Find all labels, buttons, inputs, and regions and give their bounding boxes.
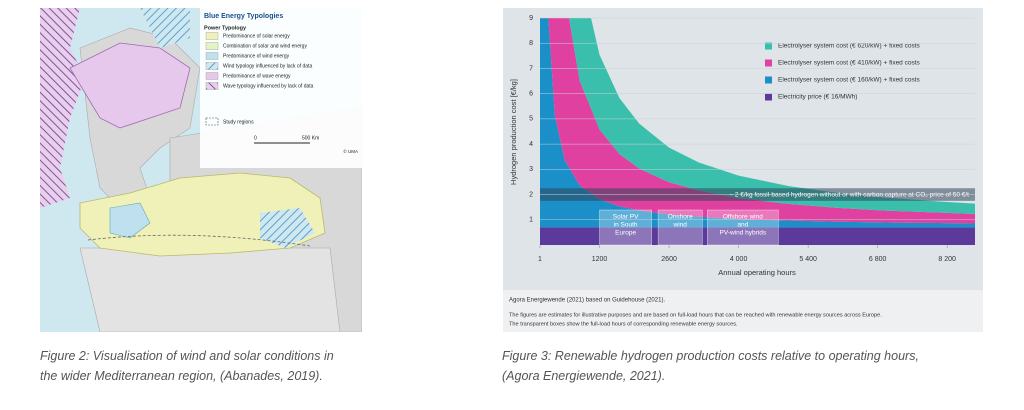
box-label: PV-wind hybrids xyxy=(720,230,767,237)
legend-swatch xyxy=(765,42,772,50)
y-tick-label: 4 xyxy=(529,141,533,148)
caption-line: Figure 3: Renewable hydrogen production … xyxy=(502,349,919,363)
areas xyxy=(540,18,975,245)
y-tick-label: 7 xyxy=(529,65,533,72)
legend-label: Combination of solar and wind energy xyxy=(223,43,307,49)
y-tick-label: 6 xyxy=(529,91,533,98)
legend-label: Electrolyser system cost (€ 620/kW) + fi… xyxy=(778,43,921,50)
y-tick-label: 2 xyxy=(529,191,533,198)
wind-hatch xyxy=(260,208,315,248)
study-label: Study regions xyxy=(223,119,254,125)
x-tick-label: 1 xyxy=(538,256,542,263)
x-tick-label: 4 000 xyxy=(730,256,748,263)
wind-zone xyxy=(109,202,151,239)
scale-end: 500 Km xyxy=(302,135,319,141)
legend-label: Predominance of wind energy xyxy=(223,53,290,59)
chart: ~ 2 €/kg fossil-based hydrogen without o… xyxy=(503,8,983,332)
legend-swatch xyxy=(205,42,219,50)
land xyxy=(79,247,341,332)
map-subtitle: Power Typology xyxy=(204,25,247,31)
resource-box xyxy=(599,209,652,246)
box-label: Onshore xyxy=(668,214,693,221)
y-tick-label: 9 xyxy=(529,15,533,22)
resource-box xyxy=(657,209,703,246)
x-tick-label: 5 400 xyxy=(799,256,817,263)
study-swatch xyxy=(205,117,219,126)
box-label: wind xyxy=(673,222,688,229)
caption-line: (Agora Energiewende, 2021). xyxy=(502,369,666,383)
legend-label: Wave typology influenced by lack of data xyxy=(223,83,314,89)
legend-swatch xyxy=(765,93,772,101)
legend-swatch xyxy=(765,76,772,84)
legend-swatch xyxy=(205,82,219,90)
scale-zero: 0 xyxy=(254,135,257,141)
study-region-line xyxy=(87,234,311,247)
caption: Figure 3: Renewable hydrogen production … xyxy=(502,346,919,386)
y-tick-label: 8 xyxy=(529,40,533,47)
caption-line: the wider Mediterranean region, (Abanade… xyxy=(40,369,323,383)
legend-label: Electricity price (€ 16/MWh) xyxy=(778,94,857,101)
legend-swatch xyxy=(205,52,219,60)
resource-box xyxy=(707,209,779,246)
legend-swatch xyxy=(765,59,772,67)
legend-panel xyxy=(200,8,362,168)
legend-label: Wind typology influenced by lack of data xyxy=(223,63,312,69)
legend-label: Predominance of wave energy xyxy=(223,73,291,79)
note: The transparent boxes show the full-load… xyxy=(509,321,738,327)
x-axis-label: Annual operating hours xyxy=(718,268,796,277)
y-tick-label: 1 xyxy=(529,217,533,224)
source-background xyxy=(503,290,983,332)
legend-swatch xyxy=(205,62,219,70)
map-figure: Blue Energy Typologies Power Typology Pr… xyxy=(40,8,362,332)
legend-swatch xyxy=(205,72,219,80)
legend-label: Predominance of solar energy xyxy=(223,33,290,39)
box-label: Europe xyxy=(615,230,636,237)
area xyxy=(540,18,975,228)
x-tick-label: 6 800 xyxy=(869,256,887,263)
source: Agora Energiewende (2021) based on Guide… xyxy=(509,298,665,304)
legend-label: Electrolyser system cost (€ 410/kW) + fi… xyxy=(778,60,921,67)
legend-swatch xyxy=(205,32,219,40)
y-tick-label: 3 xyxy=(529,166,533,173)
box-label: and xyxy=(737,222,748,229)
y-axis-label: Hydrogen production cost [€/kg] xyxy=(509,79,518,185)
wave-hatch xyxy=(40,8,85,208)
wave-zone xyxy=(69,42,191,129)
credit: © UMA xyxy=(343,148,358,154)
box-label: Solar PV xyxy=(613,214,639,221)
area xyxy=(540,227,975,245)
note: The figures are estimates for illustrati… xyxy=(509,312,882,318)
x-tick-label: 1200 xyxy=(592,256,608,263)
legend-label: Electrolyser system cost (€ 160/kW) + fi… xyxy=(778,77,921,84)
caption-line: Figure 2: Visualisation of wind and sola… xyxy=(40,349,334,363)
caption: Figure 2: Visualisation of wind and sola… xyxy=(40,346,334,386)
x-tick-label: 8 200 xyxy=(938,256,956,263)
x-tick-label: 2600 xyxy=(661,256,677,263)
box-label: Offshore wind xyxy=(723,214,763,221)
box-label: in South xyxy=(614,222,638,229)
map-legend: Predominance of solar energy Combination … xyxy=(205,32,314,90)
area xyxy=(569,18,975,214)
wind-hatch xyxy=(140,8,190,48)
map-title: Blue Energy Typologies xyxy=(204,13,283,20)
y-tick-label: 5 xyxy=(529,116,533,123)
